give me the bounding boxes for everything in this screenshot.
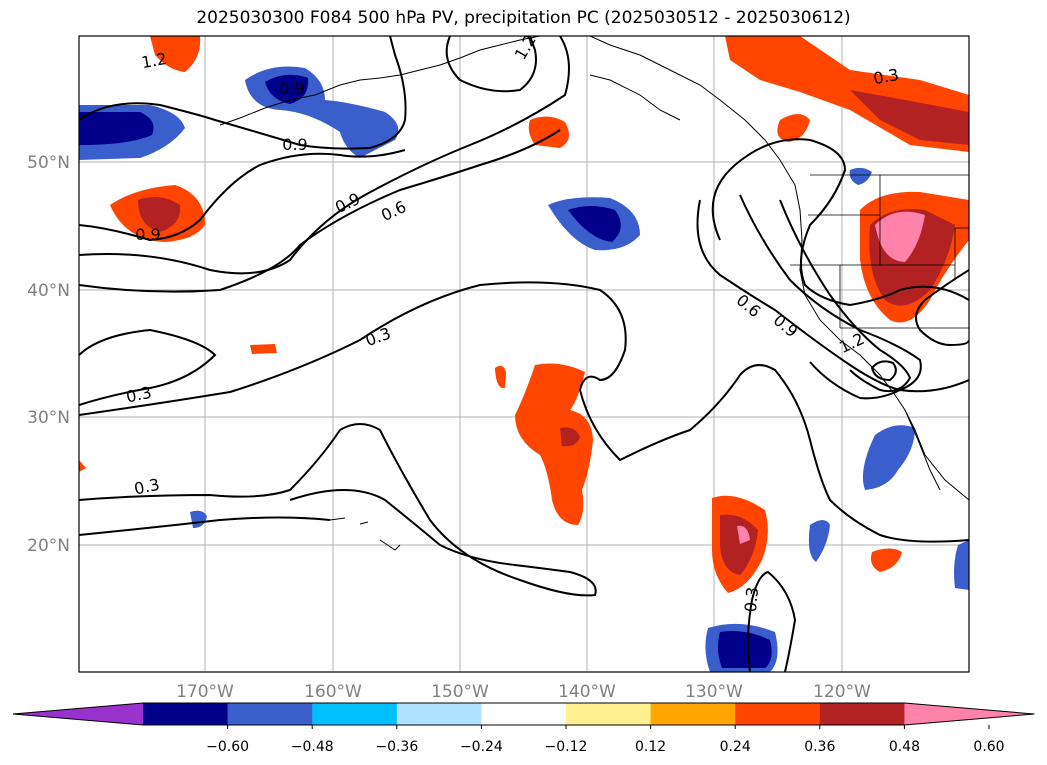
lon-tick-label: 160°W bbox=[304, 682, 362, 702]
colorbar-swatch bbox=[566, 703, 652, 725]
colorbar-swatch bbox=[481, 703, 567, 725]
colorbar-tick-label: 0.24 bbox=[720, 739, 751, 755]
colorbar-swatch bbox=[650, 703, 736, 725]
colorbar-tick-label: −0.12 bbox=[545, 739, 588, 755]
colorbar-tick-label: −0.48 bbox=[291, 739, 334, 755]
colorbar-tick-label: 0.36 bbox=[804, 739, 835, 755]
colorbar bbox=[12, 702, 1035, 729]
colorbar-tick-label: −0.36 bbox=[375, 739, 418, 755]
contour-label: 0.3 bbox=[741, 586, 762, 613]
colorbar-extend-max bbox=[904, 703, 1035, 725]
colorbar-swatch bbox=[227, 703, 313, 725]
lat-tick-label: 40°N bbox=[27, 281, 70, 301]
colorbar-swatch bbox=[819, 703, 905, 725]
map-title: 2025030300 F084 500 hPa PV, precipitatio… bbox=[196, 8, 851, 28]
colorbar-swatch bbox=[143, 703, 229, 725]
lon-tick-label: 120°W bbox=[813, 682, 871, 702]
contour-label: 0.9 bbox=[279, 79, 304, 98]
lon-tick-label: 130°W bbox=[685, 682, 743, 702]
contour-label: 1.2 bbox=[140, 49, 168, 72]
lat-tick-labels: 50°N 40°N 30°N 20°N bbox=[27, 153, 70, 556]
lon-tick-label: 150°W bbox=[431, 682, 489, 702]
colorbar-swatch bbox=[396, 703, 482, 725]
colorbar-tick-label: 0.60 bbox=[973, 739, 1004, 755]
lon-tick-label: 170°W bbox=[176, 682, 234, 702]
colorbar-extend-min bbox=[13, 703, 143, 725]
contour-label: 0.3 bbox=[124, 383, 153, 407]
lat-tick-label: 30°N bbox=[27, 408, 70, 428]
lat-tick-label: 20°N bbox=[27, 536, 70, 556]
contour-label: 0.3 bbox=[872, 65, 900, 88]
contour-label: 0.9 bbox=[282, 135, 307, 154]
contour-label: 0.9 bbox=[135, 225, 160, 244]
colorbar-tick-labels: −0.60 −0.48 −0.36 −0.24 −0.12 0.12 0.24 … bbox=[206, 739, 1004, 755]
pv-contours bbox=[79, 36, 969, 672]
colorbar-outline bbox=[12, 702, 1035, 726]
colorbar-tick-label: 0.12 bbox=[635, 739, 666, 755]
colorbar-tick-label: −0.60 bbox=[206, 739, 249, 755]
precip-anomaly-fields bbox=[79, 36, 969, 672]
lon-tick-label: 140°W bbox=[558, 682, 616, 702]
colorbar-swatch bbox=[735, 703, 821, 725]
map-frame bbox=[78, 35, 970, 673]
contour-label: 0.3 bbox=[132, 475, 161, 499]
colorbar-tick-label: −0.24 bbox=[460, 739, 503, 755]
colorbar-swatch bbox=[312, 703, 398, 725]
lon-tick-labels: 170°W 160°W 150°W 140°W 130°W 120°W bbox=[176, 682, 871, 702]
colorbar-tick-label: 0.48 bbox=[889, 739, 920, 755]
lat-tick-label: 50°N bbox=[27, 153, 70, 173]
